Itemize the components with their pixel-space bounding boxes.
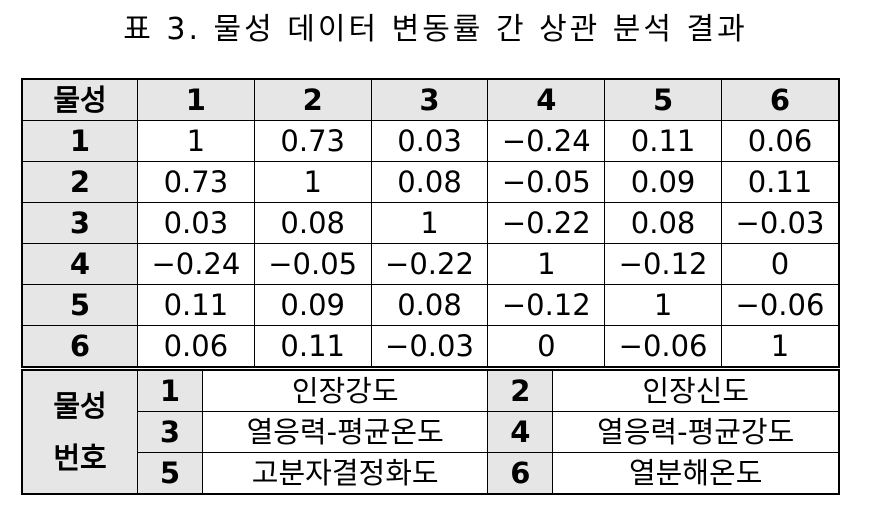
table-cell: −0.06 [720, 284, 840, 326]
table-cell: −0.06 [604, 325, 722, 368]
table-cell: −0.05 [487, 161, 606, 203]
column-header: 4 [487, 78, 606, 121]
property-name: 열분해온도 [552, 452, 840, 495]
table-cell: 0.08 [370, 161, 489, 203]
table-cell: 0.03 [370, 120, 489, 162]
table-cell: 0 [487, 325, 606, 368]
table-cell: 1 [137, 120, 255, 162]
column-header: 6 [720, 78, 840, 121]
table-caption: 표 3. 물성 데이터 변동률 간 상관 분석 결과 [123, 12, 748, 47]
table-cell: −0.24 [137, 243, 255, 285]
property-name: 인장강도 [201, 369, 489, 412]
corner-header: 물성 [21, 78, 138, 121]
table-row: 3 0.03 0.08 1 −0.22 0.08 −0.03 [21, 202, 840, 244]
table-cell: −0.05 [253, 243, 372, 285]
column-header: 5 [604, 78, 722, 121]
table-cell: 0.06 [137, 325, 255, 368]
table-cell: −0.22 [487, 202, 606, 244]
property-number: 5 [137, 452, 203, 495]
table-cell: −0.03 [720, 202, 840, 244]
table-cell: 1 [487, 243, 606, 285]
table-cell: 1 [370, 202, 489, 244]
table-row: 1 1 0.73 0.03 −0.24 0.11 0.06 [21, 120, 840, 162]
legend-header: 물성 번호 [21, 369, 138, 495]
property-number: 4 [487, 411, 554, 453]
table-cell: −0.12 [604, 243, 722, 285]
table-row: 2 0.73 1 0.08 −0.05 0.09 0.11 [21, 161, 840, 203]
property-name: 열응력-평균온도 [201, 411, 489, 453]
table-cell: 1 [720, 325, 840, 368]
header-row: 물성 1 2 3 4 5 6 [21, 78, 840, 121]
table-cell: 0.08 [604, 202, 722, 244]
table-cell: 0 [720, 243, 840, 285]
table-cell: 0.09 [604, 161, 722, 203]
table-cell: 0.06 [720, 120, 840, 162]
row-header: 5 [21, 284, 138, 326]
table-row: 6 0.06 0.11 −0.03 0 −0.06 1 [21, 325, 840, 368]
property-name: 열응력-평균강도 [552, 411, 840, 453]
property-legend-table: 물성 번호 1 인장강도 2 인장신도 3 열응력-평균온도 4 열응력-평균강… [21, 369, 840, 495]
property-number: 1 [137, 369, 203, 412]
table-cell: 0.03 [137, 202, 255, 244]
legend-header-line: 물성 [53, 389, 107, 423]
table-cell: −0.22 [370, 243, 489, 285]
table-row: 5 0.11 0.09 0.08 −0.12 1 −0.06 [21, 284, 840, 326]
column-header: 1 [137, 78, 255, 121]
column-header: 2 [253, 78, 372, 121]
row-header: 2 [21, 161, 138, 203]
table-cell: 0.11 [137, 284, 255, 326]
legend-row: 물성 번호 1 인장강도 2 인장신도 [21, 369, 840, 495]
row-header: 4 [21, 243, 138, 285]
legend-row: 3 열응력-평균온도 4 열응력-평균강도 [22, 411, 840, 453]
table-cell: 0.73 [253, 120, 372, 162]
property-number: 3 [137, 411, 203, 453]
table-cell: 0.08 [253, 202, 372, 244]
table-cell: −0.12 [487, 284, 606, 326]
table-cell: 0.11 [253, 325, 372, 368]
table-cell: −0.03 [370, 325, 489, 368]
table-cell: 0.11 [604, 120, 722, 162]
row-header: 3 [21, 202, 138, 244]
row-header: 6 [21, 325, 138, 368]
column-header: 3 [370, 78, 489, 121]
row-header: 1 [21, 120, 138, 162]
table-cell: 0.11 [720, 161, 840, 203]
property-name: 인장신도 [552, 369, 840, 412]
table-row: 4 −0.24 −0.05 −0.22 1 −0.12 0 [21, 243, 840, 285]
correlation-table: 물성 1 2 3 4 5 6 1 1 0.73 0.03 −0.24 0.11 … [21, 78, 840, 368]
legend-row: 5 고분자결정화도 6 열분해온도 [22, 452, 840, 495]
table-cell: 0.08 [370, 284, 489, 326]
property-name: 고분자결정화도 [201, 452, 489, 495]
table-cell: 1 [253, 161, 372, 203]
table-cell: −0.24 [487, 120, 606, 162]
legend-header-line: 번호 [53, 441, 107, 475]
property-number: 2 [487, 369, 554, 412]
table-cell: 1 [604, 284, 722, 326]
property-number: 6 [487, 452, 554, 495]
table-cell: 0.09 [253, 284, 372, 326]
table-cell: 0.73 [137, 161, 255, 203]
